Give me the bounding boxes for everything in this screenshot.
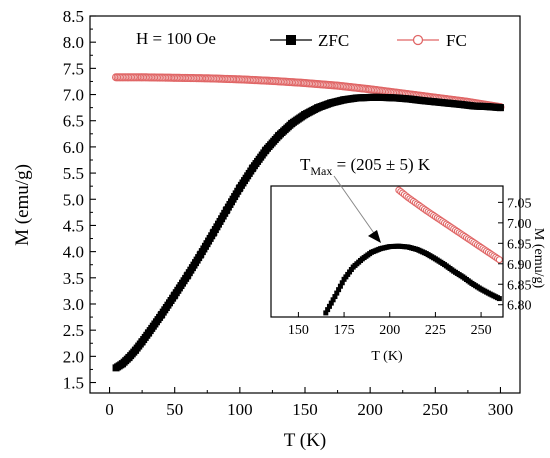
main-y-tick-label: 4.0 (63, 243, 84, 262)
legend: ZFC FC (270, 31, 467, 50)
main-y-tick-label: 7.5 (63, 59, 84, 78)
inset-y-tick-label: 7.05 (507, 196, 532, 211)
inset-y-tick-label: 6.85 (507, 278, 532, 293)
main-axis-ticks: 0 50 100 150 200 250 300 1.5 2.0 2.5 3.0 3.5 4.0 4.5 5… (63, 7, 513, 419)
inset-zfc-point (339, 280, 345, 286)
inset-y-tick-label: 7.00 (507, 217, 532, 232)
inset-x-tick-label: 150 (288, 323, 309, 338)
inset-series-group (323, 186, 503, 316)
main-x-tick-label: 200 (357, 400, 383, 419)
inset-clipped-points (323, 186, 503, 316)
inset-x-tick-label: 200 (379, 323, 400, 338)
inset-y-tick-label: 6.80 (507, 299, 532, 314)
field-annotation: H = 100 Oe (136, 29, 216, 48)
inset-zfc-point (325, 307, 331, 313)
inset-plot-frame (270, 185, 504, 318)
main-x-tick-label: 300 (488, 400, 514, 419)
inset-zfc-point (323, 310, 329, 316)
tmax-arrow-head (368, 230, 381, 243)
legend-fc-marker (412, 34, 424, 46)
inset-zfc-point (337, 283, 343, 289)
main-y-tick-label: 3.0 (63, 295, 84, 314)
main-x-tick-label: 50 (166, 400, 183, 419)
inset-x-tick-label: 175 (334, 323, 355, 338)
main-y-tick-label: 2.5 (63, 321, 84, 340)
legend-fc-label: FC (446, 31, 467, 50)
main-y-tick-label: 4.5 (63, 216, 84, 235)
legend-zfc-marker (286, 35, 296, 45)
main-series-group (112, 73, 505, 372)
tmax-arrow-line (333, 175, 377, 237)
main-y-axis-title: M (emu/g) (12, 164, 33, 246)
inset-zfc-point (330, 297, 336, 303)
inset-x-axis-title: T (K) (371, 349, 403, 364)
main-x-axis-title: T (K) (284, 430, 326, 451)
main-y-tick-label: 1.5 (63, 374, 84, 393)
main-y-tick-label: 5.0 (63, 190, 84, 209)
main-x-tick-label: 250 (423, 400, 449, 419)
main-y-tick-label: 5.5 (63, 164, 84, 183)
tmax-subscript: Max (310, 164, 332, 178)
inset-y-tick-label: 6.90 (507, 258, 532, 273)
tmax-symbol: T (300, 155, 311, 174)
main-y-tick-label: 6.5 (63, 112, 84, 131)
inset-zfc-point (336, 287, 342, 293)
main-zfc-point (496, 104, 504, 112)
main-y-tick-label: 6.0 (63, 138, 84, 157)
tmax-annotation: TMax = (205 ± 5) K (300, 155, 431, 178)
main-y-tick-label: 8.5 (63, 7, 84, 26)
main-y-tick-label: 2.0 (63, 347, 84, 366)
inset-y-tick-label: 6.95 (507, 237, 532, 252)
inset-x-tick-label: 225 (425, 323, 446, 338)
inset-background (271, 186, 503, 317)
inset-fc-point (495, 256, 503, 264)
main-y-tick-label: 8.0 (63, 33, 84, 52)
tmax-value: = (205 ± 5) K (332, 155, 430, 174)
inset-zfc-point (326, 303, 332, 309)
inset-zfc-point (496, 296, 502, 302)
main-x-tick-label: 150 (292, 400, 318, 419)
main-x-tick-label: 0 (105, 400, 114, 419)
legend-zfc-label: ZFC (318, 31, 349, 50)
main-x-tick-label: 100 (227, 400, 253, 419)
main-y-tick-label: 3.5 (63, 269, 84, 288)
inset-zfc-point (328, 300, 334, 306)
inset-y-axis-title: M (emu/g) (531, 228, 546, 289)
inset-x-tick-label: 250 (471, 323, 492, 338)
inset-zfc-point (332, 294, 338, 300)
main-y-tick-label: 7.0 (63, 86, 84, 105)
inset-zfc-point (334, 290, 340, 296)
inset-axis-ticks: 150 175 200 225 250 6.80 6.85 6.90 6.95 7.00 7.05 (288, 196, 532, 338)
